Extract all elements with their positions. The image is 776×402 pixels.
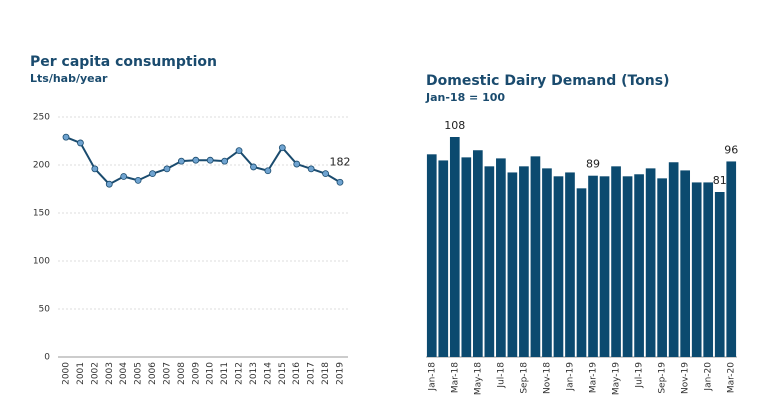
y-tick-label: 150	[33, 209, 50, 219]
marker	[250, 163, 257, 171]
x-tick-label: Jan-20	[704, 362, 714, 392]
marker	[278, 144, 286, 152]
data-label: 96	[724, 143, 738, 156]
x-tick-label: 2016	[292, 362, 302, 385]
x-tick-label: 2000	[62, 362, 72, 385]
data-label: 81	[713, 174, 727, 187]
x-tick-label: 2010	[206, 362, 216, 385]
bar	[622, 176, 633, 357]
x-tick-label: Jul-18	[496, 362, 506, 389]
y-tick-label: 250	[33, 113, 50, 123]
bar	[472, 150, 483, 357]
chart-subtitle: Lts/hab/year	[30, 72, 108, 85]
x-tick-label: Mar-18	[450, 362, 460, 393]
bar	[668, 162, 679, 357]
bar	[519, 166, 529, 357]
bar	[484, 166, 495, 357]
x-tick-label: Sep-19	[658, 362, 668, 394]
x-tick-label: Mar-19	[589, 362, 599, 393]
x-tick-label: 2011	[220, 362, 230, 385]
bar	[657, 178, 667, 357]
x-tick-label: 2015	[278, 362, 288, 385]
bar	[691, 182, 702, 357]
bar	[634, 174, 644, 357]
x-tick-label: 2012	[235, 362, 245, 385]
x-tick-label: 2008	[177, 362, 187, 385]
line	[65, 136, 341, 186]
y-tick-label: 50	[39, 305, 51, 315]
marker	[206, 156, 214, 164]
x-tick-label: Nov-19	[681, 362, 691, 394]
x-tick-label: 2018	[321, 362, 331, 385]
marker	[105, 180, 113, 188]
x-tick-label: May-19	[612, 362, 622, 395]
chart-title: Domestic Dairy Demand (Tons)	[426, 73, 670, 89]
x-tick-label: 2007	[162, 362, 172, 385]
marker	[149, 170, 156, 178]
marker	[91, 165, 99, 173]
bar	[726, 161, 737, 357]
bar	[449, 137, 460, 357]
x-tick-label: 2019	[336, 362, 346, 385]
data-label: 108	[444, 119, 465, 132]
data-label: 182	[330, 155, 351, 168]
marker	[336, 178, 344, 186]
x-tick-label: Jul-19	[635, 362, 645, 389]
bar	[611, 166, 621, 357]
bar	[565, 172, 575, 357]
x-tick-label: 2005	[134, 362, 144, 385]
bar	[542, 168, 552, 357]
x-tick-label: 2013	[249, 362, 259, 385]
x-tick-label: 2001	[76, 362, 86, 385]
bar	[530, 156, 541, 357]
x-tick-label: May-18	[473, 362, 483, 395]
bar	[588, 175, 598, 357]
x-tick-label: 2006	[148, 362, 158, 385]
marker	[307, 165, 315, 173]
bar	[576, 188, 587, 357]
marker	[134, 176, 142, 184]
bar	[553, 176, 564, 357]
y-tick-label: 0	[44, 353, 50, 363]
bar	[703, 182, 714, 357]
bar	[496, 158, 506, 357]
marker	[264, 167, 272, 175]
x-tick-label: 2003	[105, 362, 115, 385]
y-tick-label: 100	[33, 257, 50, 267]
bar	[714, 192, 725, 357]
data-label: 89	[586, 158, 600, 171]
marker	[235, 147, 243, 155]
x-tick-label: 2002	[90, 362, 100, 385]
marker	[120, 173, 128, 180]
bar	[645, 168, 656, 357]
x-tick-label: Nov-18	[542, 362, 552, 394]
x-tick-label: Jan-18	[427, 362, 437, 392]
marker	[62, 133, 70, 141]
marker	[221, 157, 229, 165]
x-tick-label: Jan-19	[565, 362, 575, 392]
bar	[680, 170, 691, 357]
marker	[177, 157, 185, 165]
marker	[77, 139, 84, 147]
marker	[293, 160, 301, 168]
bar	[599, 176, 610, 357]
bar	[507, 172, 518, 357]
x-tick-label: Sep-18	[519, 362, 529, 394]
bar	[426, 154, 437, 357]
x-tick-label: 2004	[119, 362, 129, 385]
marker	[192, 156, 200, 164]
y-tick-label: 200	[33, 161, 50, 171]
chart-title: Per capita consumption	[30, 54, 217, 70]
x-tick-label: 2009	[191, 362, 201, 385]
chart-subtitle: Jan-18 = 100	[425, 91, 505, 104]
marker	[163, 165, 171, 173]
bar	[438, 160, 449, 357]
bar	[461, 157, 472, 357]
x-tick-label: 2017	[307, 362, 317, 385]
x-tick-label: Mar-20	[727, 362, 737, 393]
marker	[322, 170, 329, 178]
x-tick-label: 2014	[263, 362, 273, 385]
